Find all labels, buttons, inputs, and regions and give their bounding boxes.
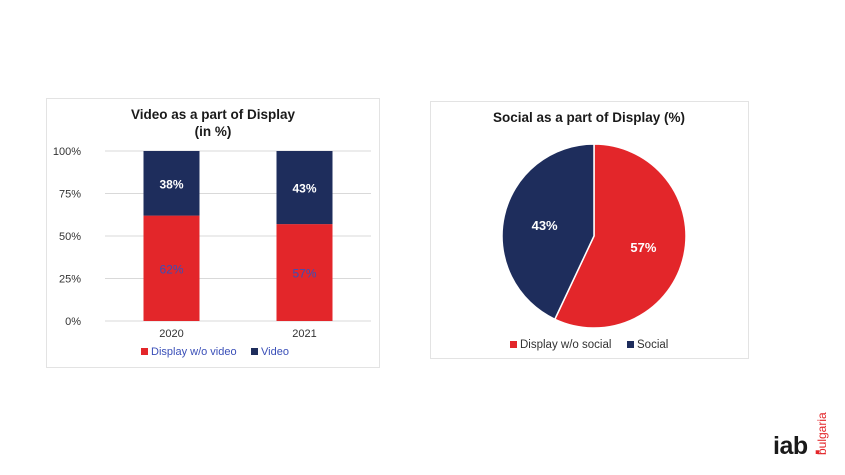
social-display-chart: Social as a part of Display (%) 57% 43% D… — [430, 101, 749, 359]
pie-chart-svg: Social as a part of Display (%) 57% 43% D… — [493, 110, 687, 351]
pie-slice — [501, 143, 595, 321]
pie-legend: Display w/o social Social — [510, 339, 668, 351]
pie-chart-title: Social as a part of Display (%) — [493, 110, 685, 125]
bar-chart-subtitle: (in %) — [195, 124, 232, 139]
logo-dot: . — [814, 432, 821, 460]
legend-swatch-display-wo-social — [510, 341, 517, 348]
legend-label-social: Social — [637, 339, 668, 351]
legend-label-display-wo-social: Display w/o social — [520, 339, 611, 351]
video-display-chart: Video as a part of Display (in %) 0% 25% 5… — [46, 98, 380, 368]
bar-data-label: 57% — [292, 267, 316, 281]
bar-y-axis: 0% 25% 50% 75% 100% — [53, 146, 81, 328]
legend-label-video: Video — [261, 346, 289, 358]
bar-series: 62% 38% 57% 43% — [143, 151, 333, 321]
bar-segment — [276, 224, 333, 321]
y-tick-label: 100% — [53, 146, 81, 158]
y-tick-label: 25% — [59, 274, 81, 286]
y-tick-label: 50% — [59, 231, 81, 243]
pie-labels: 57% 43% — [532, 218, 657, 255]
bar-data-label: 38% — [159, 177, 183, 191]
pie-data-label: 43% — [532, 218, 558, 233]
y-tick-label: 75% — [59, 189, 81, 201]
bar-data-label: 43% — [292, 182, 316, 196]
iab-bulgaria-logo: iab . bulgaria — [773, 412, 829, 460]
bar-data-label: 62% — [159, 262, 183, 276]
bar-segment — [143, 215, 200, 321]
legend-swatch-video — [251, 348, 258, 355]
bar-chart-title: Video as a part of Display — [131, 107, 296, 122]
bar-segment — [143, 151, 200, 216]
legend-swatch-display-wo-video — [141, 348, 148, 355]
pie-data-label: 57% — [630, 240, 656, 255]
bar-segment — [276, 151, 333, 225]
y-tick-label: 0% — [65, 316, 81, 328]
bar-x-axis: 2020 2021 — [159, 328, 316, 340]
pie-slice — [553, 143, 687, 329]
bar-legend: Display w/o video Video — [141, 346, 289, 358]
logo-region-text: bulgaria — [815, 412, 829, 455]
pie-slices — [501, 143, 687, 329]
legend-swatch-social — [627, 341, 634, 348]
logo-iab-text: iab — [773, 432, 808, 460]
legend-label-display-wo-video: Display w/o video — [151, 346, 237, 358]
x-tick-label: 2021 — [292, 328, 316, 340]
x-tick-label: 2020 — [159, 328, 183, 340]
bar-chart-svg: Video as a part of Display (in %) 0% 25% 5… — [53, 107, 371, 358]
